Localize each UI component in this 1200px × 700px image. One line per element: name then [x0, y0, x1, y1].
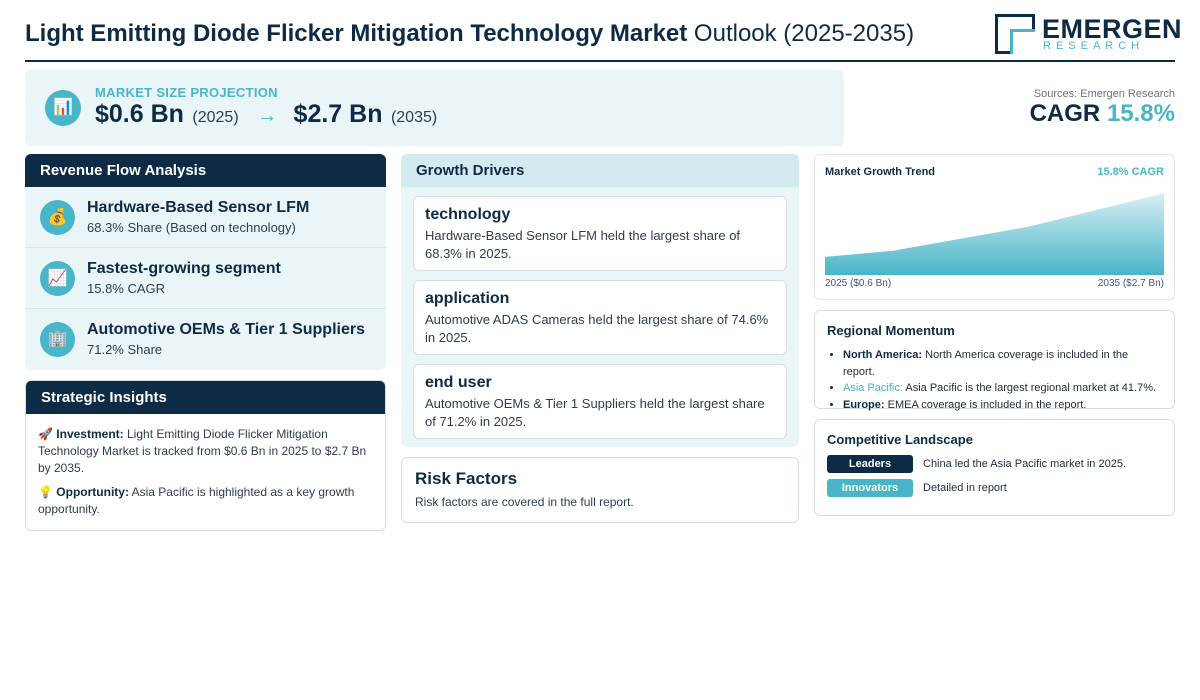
lightbulb-icon: 💡	[38, 485, 53, 499]
chart-end-label: 2035 ($2.7 Bn)	[1097, 278, 1164, 289]
growth-drivers-title: Growth Drivers	[401, 154, 799, 187]
revenue-flow-panel: Revenue Flow Analysis 💰 Hardware-Based S…	[25, 154, 386, 370]
logo-mark-icon	[995, 14, 1035, 54]
market-size-values: $0.6 Bn (2025) → $2.7 Bn (2035)	[95, 100, 437, 129]
end-year: (2035)	[390, 109, 438, 126]
driver-card-title: end user	[425, 374, 492, 391]
region-text: North America coverage is included in th…	[843, 349, 1129, 378]
competitive-landscape-title: Competitive Landscape	[827, 432, 973, 447]
region-item: North America: North America coverage is…	[843, 347, 1162, 380]
chart-start-label: 2025 ($0.6 Bn)	[825, 278, 892, 289]
revenue-item-sub: 15.8% CAGR	[87, 281, 166, 296]
revenue-item-sub: 68.3% Share (Based on technology)	[87, 220, 296, 235]
growth-area-plot	[825, 193, 1164, 275]
market-growth-trend-chart: Market Growth Trend 15.8% CAGR 2025 ($0.…	[814, 154, 1175, 300]
opportunity-insight: 💡 Opportunity: Asia Pacific is highlight…	[38, 484, 373, 518]
revenue-item: 🏢 Automotive OEMs & Tier 1 Suppliers 71.…	[25, 309, 386, 370]
strategic-insights-panel: Strategic Insights 🚀 Investment: Light E…	[25, 380, 386, 531]
growth-drivers-panel: Growth Drivers technology Hardware-Based…	[401, 154, 799, 447]
market-size-banner: 📊 MARKET SIZE PROJECTION $0.6 Bn (2025) …	[25, 70, 844, 146]
region-item: Asia Pacific: Asia Pacific is the larges…	[843, 380, 1162, 397]
market-size-label: MARKET SIZE PROJECTION	[95, 85, 278, 100]
driver-card-title: application	[425, 290, 510, 307]
regional-momentum-panel: Regional Momentum North America: North A…	[814, 310, 1175, 411]
innovators-text: Detailed in report	[923, 482, 1007, 494]
driver-card: end user Automotive OEMs & Tier 1 Suppli…	[413, 364, 787, 439]
trend-up-icon: 📈	[40, 261, 75, 296]
strategic-insights-title: Strategic Insights	[26, 381, 385, 414]
revenue-item: 💰 Hardware-Based Sensor LFM 68.3% Share …	[25, 187, 386, 248]
competitive-row: Innovators Detailed in report	[827, 479, 1162, 503]
region-name: Asia Pacific:	[843, 382, 903, 394]
revenue-item-sub: 71.2% Share	[87, 342, 163, 357]
revenue-item-title: Hardware-Based Sensor LFM	[87, 199, 310, 216]
driver-card-text: Hardware-Based Sensor LFM held the large…	[425, 228, 741, 261]
competitive-row: Leaders China led the Asia Pacific marke…	[827, 455, 1162, 479]
page-title-period: Outlook (2025-2035)	[693, 20, 915, 47]
arrow-right-icon: →	[257, 105, 278, 127]
cagr-label: CAGR	[1029, 100, 1101, 127]
emergen-logo[interactable]: EMERGEN RESEARCH	[995, 14, 1182, 56]
investment-label: Investment:	[56, 427, 124, 441]
building-icon: 🏢	[40, 322, 75, 357]
logo-name: EMERGEN	[1042, 14, 1183, 44]
cagr-value: 15.8%	[1106, 100, 1175, 127]
competitive-landscape-panel: Competitive Landscape Leaders China led …	[814, 419, 1175, 516]
cagr-headline: CAGR 15.8%	[1030, 100, 1175, 128]
start-year: (2025)	[192, 109, 239, 126]
chart-title: Market Growth Trend	[825, 166, 936, 178]
driver-card-title: technology	[425, 206, 511, 223]
region-text: Asia Pacific is the largest regional mar…	[905, 382, 1157, 394]
revenue-flow-title: Revenue Flow Analysis	[25, 154, 386, 187]
growth-area	[825, 193, 1164, 275]
bar-chart-icon: 📊	[45, 90, 81, 126]
risk-factors-text: Risk factors are covered in the full rep…	[415, 495, 634, 509]
page-title-main: Light Emitting Diode Flicker Mitigation …	[25, 20, 688, 47]
driver-card-text: Automotive ADAS Cameras held the largest…	[425, 312, 769, 345]
end-value: $2.7 Bn	[293, 100, 383, 128]
header-divider	[25, 60, 1175, 62]
region-name: Europe:	[843, 398, 885, 411]
opportunity-label: Opportunity:	[56, 485, 129, 499]
driver-card: application Automotive ADAS Cameras held…	[413, 280, 787, 355]
rocket-icon: 🚀	[38, 427, 53, 441]
investment-text: Light Emitting Diode Flicker Mitigation …	[38, 427, 367, 475]
page-title: Light Emitting Diode Flicker Mitigation …	[25, 20, 914, 48]
leaders-text: China led the Asia Pacific market in 202…	[923, 458, 1127, 470]
risk-factors-panel: Risk Factors Risk factors are covered in…	[401, 457, 799, 523]
innovators-badge: Innovators	[827, 479, 913, 497]
risk-factors-title: Risk Factors	[415, 469, 518, 488]
driver-card: technology Hardware-Based Sensor LFM hel…	[413, 196, 787, 271]
regional-momentum-title: Regional Momentum	[827, 323, 955, 338]
chart-cagr-badge: 15.8% CAGR	[1097, 166, 1164, 178]
region-text: EMEA coverage is included in the report.	[887, 398, 1087, 411]
region-name: North America:	[843, 349, 923, 361]
region-item: Europe: EMEA coverage is included in the…	[843, 397, 1162, 414]
money-bag-icon: 💰	[40, 200, 75, 235]
driver-card-text: Automotive OEMs & Tier 1 Suppliers held …	[425, 396, 765, 429]
revenue-item: 📈 Fastest-growing segment 15.8% CAGR	[25, 248, 386, 309]
logo-subtitle: RESEARCH	[1043, 40, 1145, 52]
leaders-badge: Leaders	[827, 455, 913, 473]
start-value: $0.6 Bn	[95, 100, 184, 128]
revenue-item-title: Fastest-growing segment	[87, 260, 281, 277]
revenue-item-title: Automotive OEMs & Tier 1 Suppliers	[87, 321, 365, 338]
investment-insight: 🚀 Investment: Light Emitting Diode Flick…	[38, 426, 373, 477]
opportunity-text: Asia Pacific is highlighted as a key gro…	[38, 485, 355, 516]
regional-list: North America: North America coverage is…	[827, 347, 1162, 413]
sources-note: Sources: Emergen Research	[1033, 88, 1175, 100]
